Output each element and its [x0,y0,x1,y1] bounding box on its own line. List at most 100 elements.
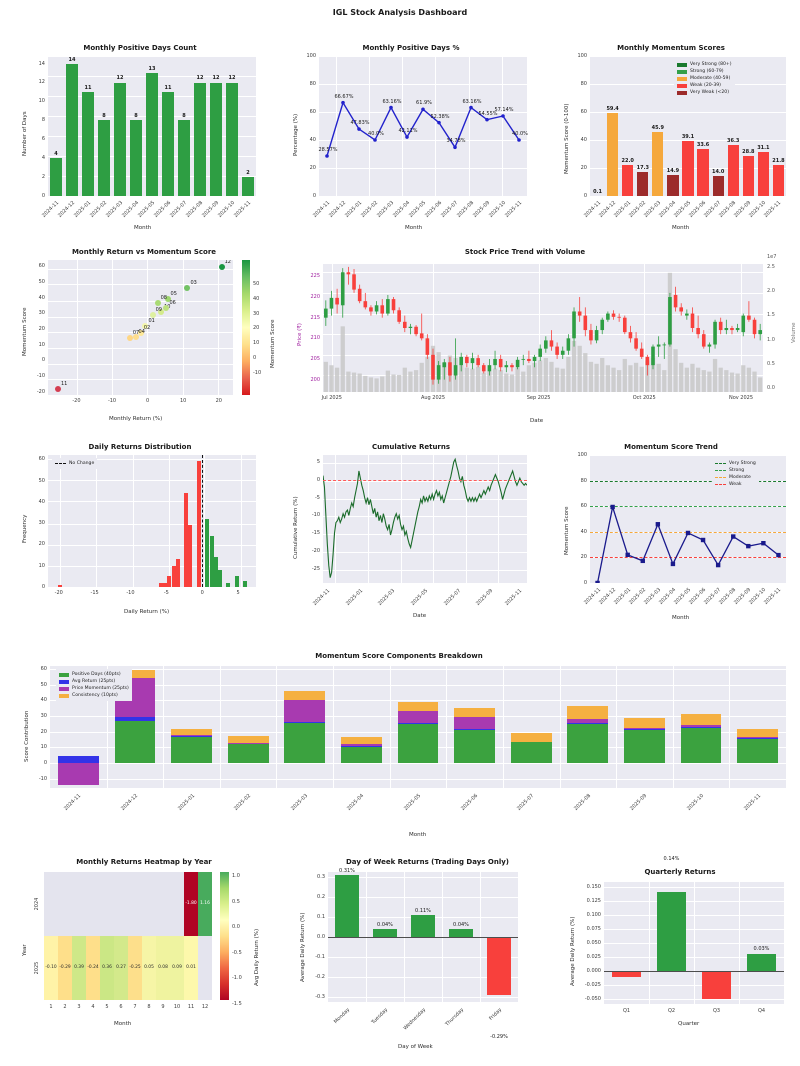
x-tick: Friday [488,1006,504,1022]
legend-item: Avg Return (25pts) [59,678,129,685]
bar [209,82,223,196]
stacked-segment [454,716,495,729]
y2-tick: 2.5 [767,263,775,270]
bar-value-label: 12 [212,75,220,82]
chart-title: Momentum Score Trend [624,443,718,451]
plot-area [328,872,518,1002]
legend-item: Weak (20-39) [677,82,732,89]
x-axis-label: Month [672,225,690,231]
hist-bar [218,569,223,587]
threshold-line [590,557,786,559]
gridline [48,316,233,318]
y-tick: 20 [38,326,45,333]
bar-value-label: 28.8 [742,148,755,155]
gridline [48,347,233,349]
y-tick: 20 [309,165,316,171]
y-tick: 0.025 [586,954,601,961]
y-axis-label: Average Daily Return (%) [570,916,576,986]
scatter-point [184,285,191,292]
x-axis-label: Monthly Return (%) [109,416,163,422]
heatmap-cell [142,936,156,1000]
gridline [50,700,786,702]
gridline [328,997,518,998]
heatmap-cell [170,936,184,1000]
chart-title: Momentum Score Components Breakdown [315,652,483,660]
x-tick: Oct 2025 [632,395,656,401]
gridline [590,455,786,456]
cumulative-line [323,457,527,578]
scatter-point [142,322,149,329]
y-tick: 0.150 [586,883,601,890]
y-axis-label: Cumulative Return (%) [293,496,299,559]
y-tick: 0.0 [317,934,325,940]
x-tick: 2025-10 [686,792,706,812]
zero-line [323,479,527,481]
legend-item: Strong [715,467,756,474]
y-tick: -0.2 [315,974,325,980]
scatter-point [132,334,139,341]
stacked-segment [57,762,99,785]
bar-value-label: 45.9 [651,124,665,131]
y-tick: 220 [310,294,320,301]
bar-value-label: 12 [116,75,124,82]
gridline [48,565,256,567]
stacked-segment [567,722,609,724]
legend-swatch [59,686,69,691]
x-tick: 4 [91,1004,95,1010]
bar [607,112,619,196]
gridline [163,666,165,788]
colorbar-tick: 0 [253,355,257,362]
gridline [48,300,233,302]
point-value-label: 40.0% [512,131,528,137]
bar [225,82,239,196]
bar [772,165,785,196]
gridline [672,666,674,788]
stacked-segment [624,728,665,729]
stacked-segment [624,717,665,729]
scatter-point [163,304,170,311]
heatmap-cell [100,936,114,1000]
gridline [559,666,561,788]
y2-tick: 2.0 [767,287,775,294]
stacked-segment [737,738,779,763]
legend-label: Strong (60-79) [690,69,724,74]
gridline [328,897,518,898]
gridline [111,260,113,395]
stacked-segment [397,701,439,711]
bar-value-label: 22.0 [621,158,634,165]
legend-label: Positive Days (40pts) [72,672,121,677]
legend-label: Moderate [729,475,751,480]
stacked-segment [510,732,552,743]
bar [682,141,694,196]
bar [193,82,207,196]
x-tick: 2025-05 [410,587,430,607]
legend-item: Weak [715,481,756,488]
legend-item: Very Weak (<20) [677,89,732,96]
chart-positive-days-count: Monthly Positive Days Count Number of Da… [14,44,266,231]
point-value-label: 66.67% [334,93,354,100]
x-tick: 5 [105,1004,109,1010]
y-tick: -10 [311,512,320,519]
point-label: 07 [132,330,140,337]
y-tick: 60 [580,109,587,115]
x-tick: 2025-01 [176,792,196,812]
bar [746,954,777,972]
stacked-segment [397,710,439,724]
y-tick: 0.050 [586,940,601,946]
x-axis-label: Date [413,613,427,619]
colorbar-tick: 50 [253,280,260,287]
bar [637,171,649,196]
hist-bar [167,576,172,587]
plot-area [48,56,256,196]
y-tick: 10 [38,98,45,105]
y-tick: 30 [38,310,45,317]
gridline [50,669,786,671]
y-axis-label: Average Daily Return (%) [300,912,306,982]
legend-item: No Change [55,460,94,467]
gridline [323,334,763,336]
gridline [538,264,540,392]
colorbar-tick: 40 [253,295,260,302]
y-tick: -0.1 [315,954,325,960]
y-tick: 0 [312,193,316,199]
y-tick: 0.125 [586,897,601,904]
